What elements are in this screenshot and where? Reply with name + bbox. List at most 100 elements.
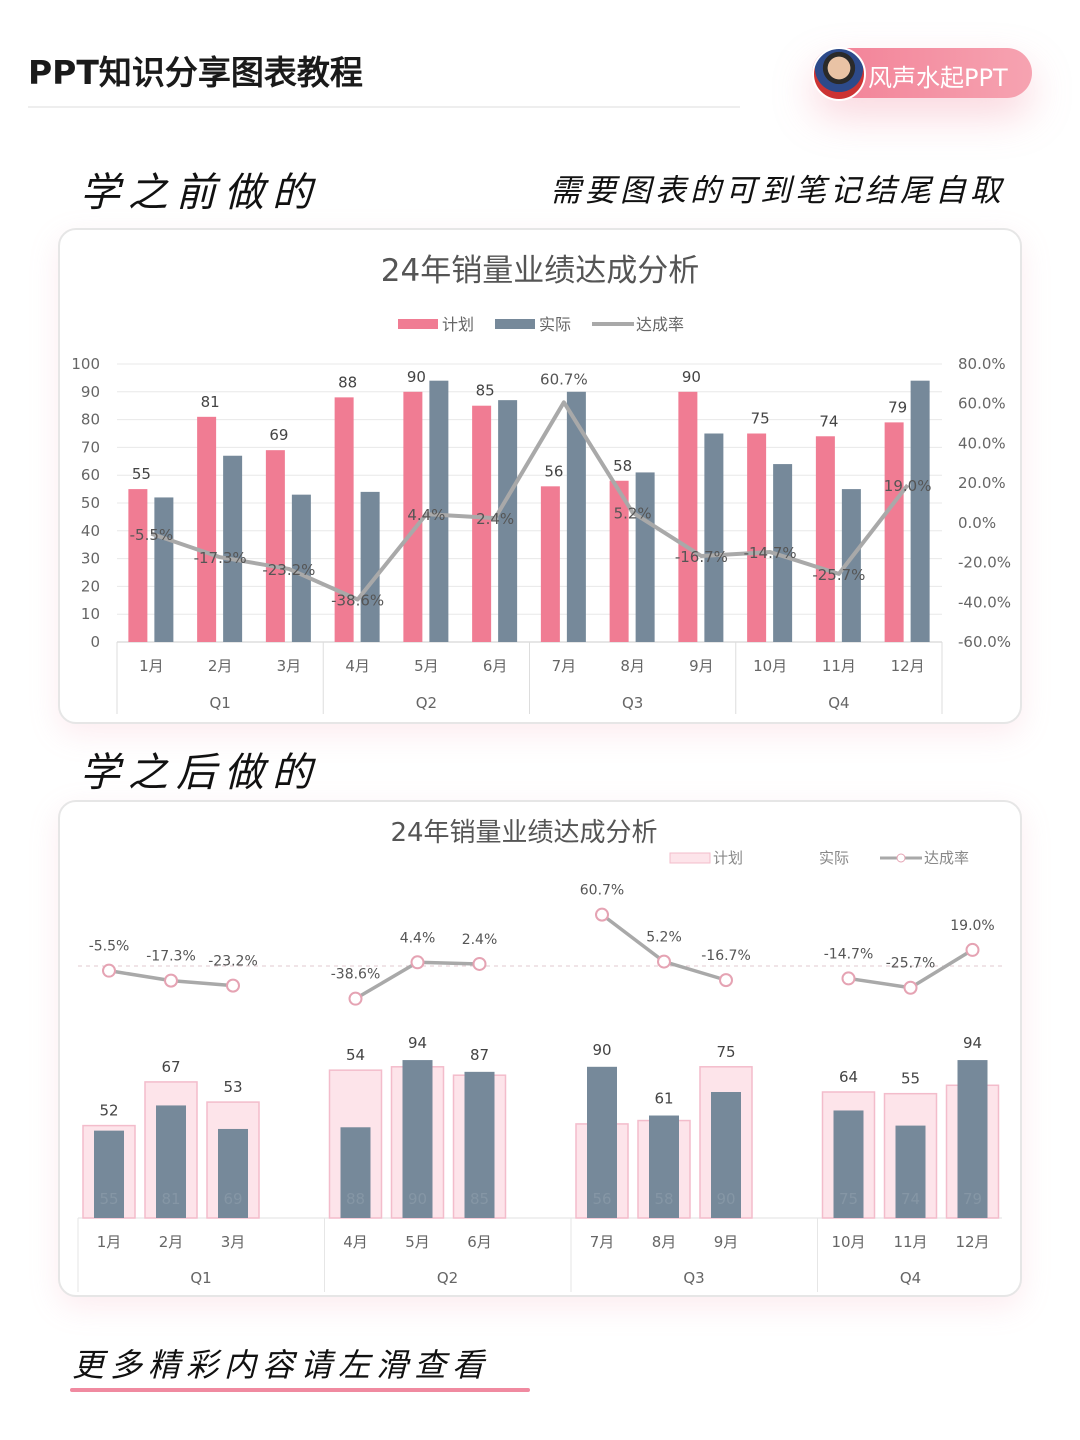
legend-actual-label: 实际 xyxy=(819,849,849,867)
x-tick-label: 6月 xyxy=(467,1233,492,1251)
y2-tick-label: 20.0% xyxy=(958,474,1006,492)
group-label: Q2 xyxy=(437,1269,458,1287)
bar-actual xyxy=(704,433,724,642)
x-tick-label: 8月 xyxy=(620,657,645,675)
legend-rate-marker xyxy=(896,853,906,863)
y2-tick-label: 80.0% xyxy=(958,355,1006,373)
author-name[interactable]: 风声水起PPT xyxy=(868,64,1008,92)
bar-actual xyxy=(833,1110,864,1218)
y-tick-label: 90 xyxy=(81,383,100,401)
data-label-plan: 74 xyxy=(901,1190,920,1208)
bar-plan xyxy=(265,450,285,642)
bar-actual xyxy=(910,380,930,642)
data-label-actual: 61 xyxy=(654,1090,673,1108)
page-title: PPT知识分享图表教程 xyxy=(28,53,363,92)
legend-actual-label: 实际 xyxy=(539,315,571,334)
rate-marker xyxy=(410,955,425,970)
data-label-rate: 2.4% xyxy=(462,932,498,948)
data-label-actual: 67 xyxy=(161,1058,180,1076)
bar-actual xyxy=(464,1071,495,1218)
rate-marker xyxy=(903,980,918,995)
data-label-rate: -5.5% xyxy=(130,526,174,544)
data-label-rate: -23.2% xyxy=(208,954,258,970)
rate-marker xyxy=(164,973,178,988)
data-label-plan: 69 xyxy=(269,426,288,444)
data-label-rate: 2.4% xyxy=(476,510,514,528)
bar-actual xyxy=(291,494,311,642)
legend-plan-label: 计划 xyxy=(442,315,474,334)
data-label-plan: 74 xyxy=(819,412,838,430)
data-label-rate: 19.0% xyxy=(950,918,994,934)
rate-marker xyxy=(965,942,980,957)
line-rate xyxy=(150,400,910,602)
group-label: Q1 xyxy=(190,1269,211,1287)
bar-actual xyxy=(402,1060,433,1218)
rate-marker xyxy=(841,971,856,986)
group-label: Q4 xyxy=(828,694,849,712)
data-label-actual: 75 xyxy=(716,1043,735,1061)
data-label-plan: 88 xyxy=(346,1190,365,1208)
group-label: Q2 xyxy=(416,694,437,712)
data-label-plan: 79 xyxy=(963,1190,982,1208)
x-tick-label: 6月 xyxy=(483,657,508,675)
data-label-plan: 90 xyxy=(408,1190,427,1208)
y-tick-label: 80 xyxy=(81,411,100,429)
rate-marker xyxy=(657,954,671,969)
group-label: Q3 xyxy=(622,694,643,712)
avatar[interactable] xyxy=(812,47,866,101)
data-label-rate: -16.7% xyxy=(675,548,728,566)
data-label-plan: 90 xyxy=(716,1190,735,1208)
data-label-actual: 54 xyxy=(346,1046,365,1064)
note-text: 需要图表的可到笔记结尾自取 xyxy=(550,173,1005,209)
legend-plan-label: 计划 xyxy=(713,849,743,867)
data-label-plan: 85 xyxy=(476,382,495,400)
x-tick-label: 2月 xyxy=(159,1233,184,1251)
data-label-rate: 5.2% xyxy=(646,930,682,946)
data-label-actual: 90 xyxy=(592,1041,611,1059)
data-label-rate: -23.2% xyxy=(262,561,315,579)
x-tick-label: 12月 xyxy=(891,657,925,675)
rate-marker xyxy=(348,991,363,1006)
before-label: 学之前做的 xyxy=(80,170,320,216)
bar-plan xyxy=(815,436,835,642)
y-tick-label: 40 xyxy=(81,522,100,540)
y2-tick-label: -40.0% xyxy=(958,593,1011,611)
rate-marker xyxy=(226,978,240,993)
data-label-plan: 56 xyxy=(592,1190,611,1208)
x-tick-label: 7月 xyxy=(590,1233,615,1251)
legend-rate-label: 达成率 xyxy=(924,849,969,867)
data-label-plan: 81 xyxy=(161,1190,180,1208)
data-label-rate: -25.7% xyxy=(886,956,936,972)
y2-tick-label: 0.0% xyxy=(958,514,996,532)
x-tick-label: 12月 xyxy=(955,1233,989,1251)
data-label-plan: 56 xyxy=(544,462,563,480)
chart-title: 24年销量业绩达成分析 xyxy=(381,253,699,289)
data-label-plan: 58 xyxy=(613,457,632,475)
data-label-rate: 19.0% xyxy=(884,477,932,495)
data-label-plan: 75 xyxy=(751,410,770,428)
x-tick-label: 11月 xyxy=(893,1233,927,1251)
bar-actual xyxy=(587,1066,617,1218)
bar-plan xyxy=(197,416,217,642)
data-label-rate: -17.3% xyxy=(146,949,196,965)
y2-tick-label: -60.0% xyxy=(958,633,1011,651)
data-label-actual: 94 xyxy=(408,1034,427,1052)
data-label-rate: -38.6% xyxy=(331,592,384,610)
y2-tick-label: 40.0% xyxy=(958,434,1006,452)
bar-plan xyxy=(334,397,354,642)
x-tick-label: 5月 xyxy=(405,1233,430,1251)
bar-actual xyxy=(429,380,449,642)
bar-actual xyxy=(566,391,586,642)
data-label-plan: 75 xyxy=(839,1190,858,1208)
bar-actual xyxy=(218,1128,248,1218)
data-label-actual: 53 xyxy=(223,1078,242,1096)
data-label-actual: 87 xyxy=(470,1046,489,1064)
data-label-plan: 55 xyxy=(99,1190,118,1208)
x-tick-label: 1月 xyxy=(97,1233,122,1251)
data-label-plan: 69 xyxy=(223,1190,242,1208)
y-tick-label: 60 xyxy=(81,466,100,484)
group-label: Q1 xyxy=(209,694,230,712)
group-label: Q3 xyxy=(683,1269,704,1287)
legend-rate-label: 达成率 xyxy=(636,315,684,334)
